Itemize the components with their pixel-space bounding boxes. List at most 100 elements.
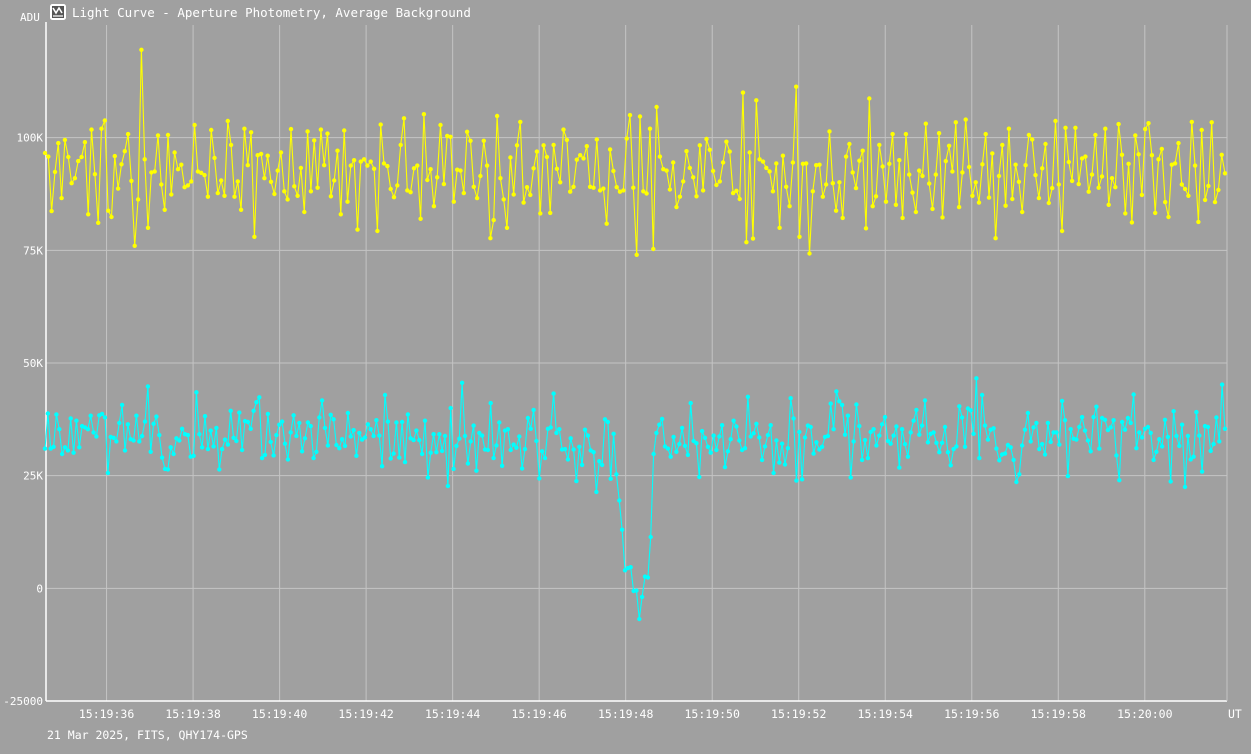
data-point	[837, 399, 842, 404]
data-point	[842, 432, 848, 437]
data-point	[614, 472, 619, 477]
data-point	[1059, 398, 1065, 404]
x-tick-label: 15:19:48	[598, 707, 653, 721]
data-point	[1014, 479, 1019, 485]
data-point	[1023, 163, 1028, 168]
data-point	[719, 423, 725, 428]
data-point	[777, 460, 782, 465]
data-point	[425, 475, 431, 480]
data-point	[551, 142, 556, 148]
data-point	[665, 446, 671, 451]
data-point	[454, 443, 459, 449]
data-point	[72, 176, 78, 181]
data-point	[704, 136, 709, 142]
data-point	[534, 149, 540, 154]
data-point	[86, 212, 91, 217]
data-point	[1169, 162, 1175, 167]
data-point	[1099, 174, 1105, 179]
data-point	[720, 160, 726, 165]
data-point	[554, 166, 560, 171]
y-axis-label: ADU	[20, 11, 40, 24]
data-point	[299, 449, 305, 454]
data-point	[911, 418, 916, 423]
data-point	[699, 428, 705, 434]
data-point	[1102, 417, 1108, 422]
data-point	[581, 156, 586, 161]
data-point	[544, 154, 550, 160]
data-point	[209, 127, 214, 133]
y-tick-label: 100K	[17, 132, 44, 145]
data-point	[1189, 119, 1195, 125]
data-point	[1159, 444, 1165, 449]
data-point	[1082, 428, 1088, 433]
data-point	[534, 438, 539, 444]
data-point	[428, 167, 433, 172]
data-point	[551, 391, 556, 396]
data-point	[494, 113, 500, 119]
data-point	[954, 444, 959, 449]
data-point	[770, 189, 776, 194]
data-point	[682, 443, 688, 449]
data-point	[159, 455, 165, 460]
data-point	[245, 419, 251, 425]
data-point	[744, 240, 749, 245]
data-point	[1219, 152, 1224, 157]
data-point	[59, 195, 64, 201]
data-point	[197, 432, 202, 437]
data-point	[674, 204, 679, 210]
data-point	[518, 119, 523, 125]
data-point	[337, 446, 342, 451]
data-point	[1040, 166, 1045, 171]
data-point	[415, 163, 420, 168]
data-point	[228, 408, 233, 413]
data-point	[754, 421, 759, 426]
data-point	[631, 185, 636, 190]
data-point	[385, 419, 391, 424]
data-point	[591, 185, 596, 190]
data-point	[1085, 438, 1091, 443]
data-point	[1149, 153, 1155, 158]
data-point	[790, 160, 796, 165]
data-point	[554, 430, 559, 436]
data-point	[322, 425, 328, 431]
data-point	[42, 446, 48, 451]
data-point	[1089, 172, 1095, 177]
data-point	[548, 210, 553, 216]
data-point	[599, 462, 605, 468]
data-point	[840, 215, 845, 221]
data-point	[494, 443, 499, 448]
data-point	[1199, 469, 1205, 474]
data-point	[860, 148, 865, 153]
data-point	[1197, 433, 1202, 438]
data-point	[414, 428, 419, 433]
data-point	[730, 190, 736, 196]
data-point	[794, 84, 799, 89]
data-point	[1174, 433, 1179, 439]
data-point	[1057, 442, 1062, 447]
data-point	[863, 226, 869, 231]
data-point	[288, 126, 294, 132]
data-point	[202, 414, 208, 419]
data-point	[434, 450, 439, 455]
data-point	[165, 132, 171, 138]
data-point	[874, 443, 879, 448]
data-point	[1172, 161, 1178, 166]
data-point	[1209, 120, 1214, 125]
data-point	[828, 401, 833, 406]
data-point	[717, 179, 722, 184]
data-point	[584, 144, 589, 149]
data-point	[574, 157, 579, 162]
data-point	[1091, 414, 1096, 420]
data-point	[82, 140, 88, 145]
data-point	[897, 465, 902, 470]
data-point	[1109, 176, 1115, 181]
data-point	[1108, 425, 1113, 430]
data-point	[1222, 171, 1228, 176]
data-point	[1105, 427, 1111, 433]
data-point	[1043, 141, 1048, 147]
data-point	[1146, 121, 1151, 126]
data-point	[811, 451, 816, 456]
data-point	[295, 193, 300, 198]
data-point	[677, 441, 682, 447]
data-point	[129, 178, 134, 184]
